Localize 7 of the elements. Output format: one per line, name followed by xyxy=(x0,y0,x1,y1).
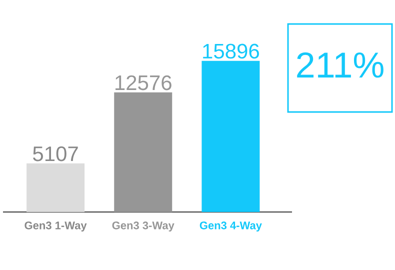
data-label: 15896 xyxy=(203,44,259,59)
data-label: 12576 xyxy=(116,75,172,90)
x-tick-label: Gen3 1-Way xyxy=(24,222,87,232)
data-label: 5107 xyxy=(33,146,78,162)
text: 211% xyxy=(297,52,384,78)
x-tick-label: Gen3 3-Way xyxy=(112,222,174,232)
x-tick-label: Gen3 4-Way xyxy=(200,222,262,232)
